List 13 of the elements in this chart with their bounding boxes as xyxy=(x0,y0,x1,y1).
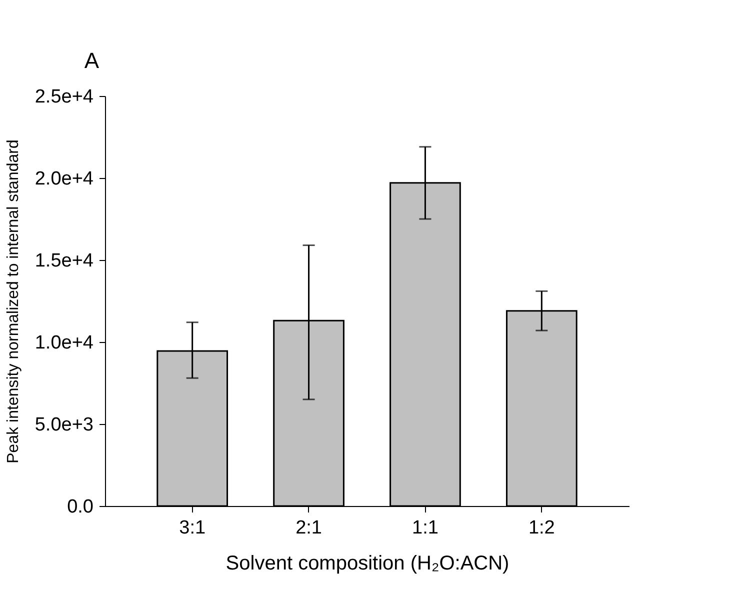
y-tick-label: 2.5e+4 xyxy=(34,86,94,108)
chart-title: A xyxy=(84,48,100,73)
y-tick-label: 5.0e+3 xyxy=(34,414,94,436)
x-tick-label: 3:1 xyxy=(179,518,206,538)
y-tick-label: 1.0e+4 xyxy=(34,332,94,354)
x-tick-label: 1:2 xyxy=(528,518,555,538)
x-axis-title: Solvent composition (H₂O:ACN) xyxy=(226,552,510,574)
y-axis-title: Peak intensity normalized to internal standard xyxy=(4,140,22,464)
y-tick-label: 2.0e+4 xyxy=(34,168,94,190)
y-tick-label: 1.5e+4 xyxy=(34,250,94,272)
x-tick-label: 1:1 xyxy=(412,518,438,538)
x-tick-label: 2:1 xyxy=(296,518,322,538)
y-tick-label: 0.0 xyxy=(67,496,94,518)
